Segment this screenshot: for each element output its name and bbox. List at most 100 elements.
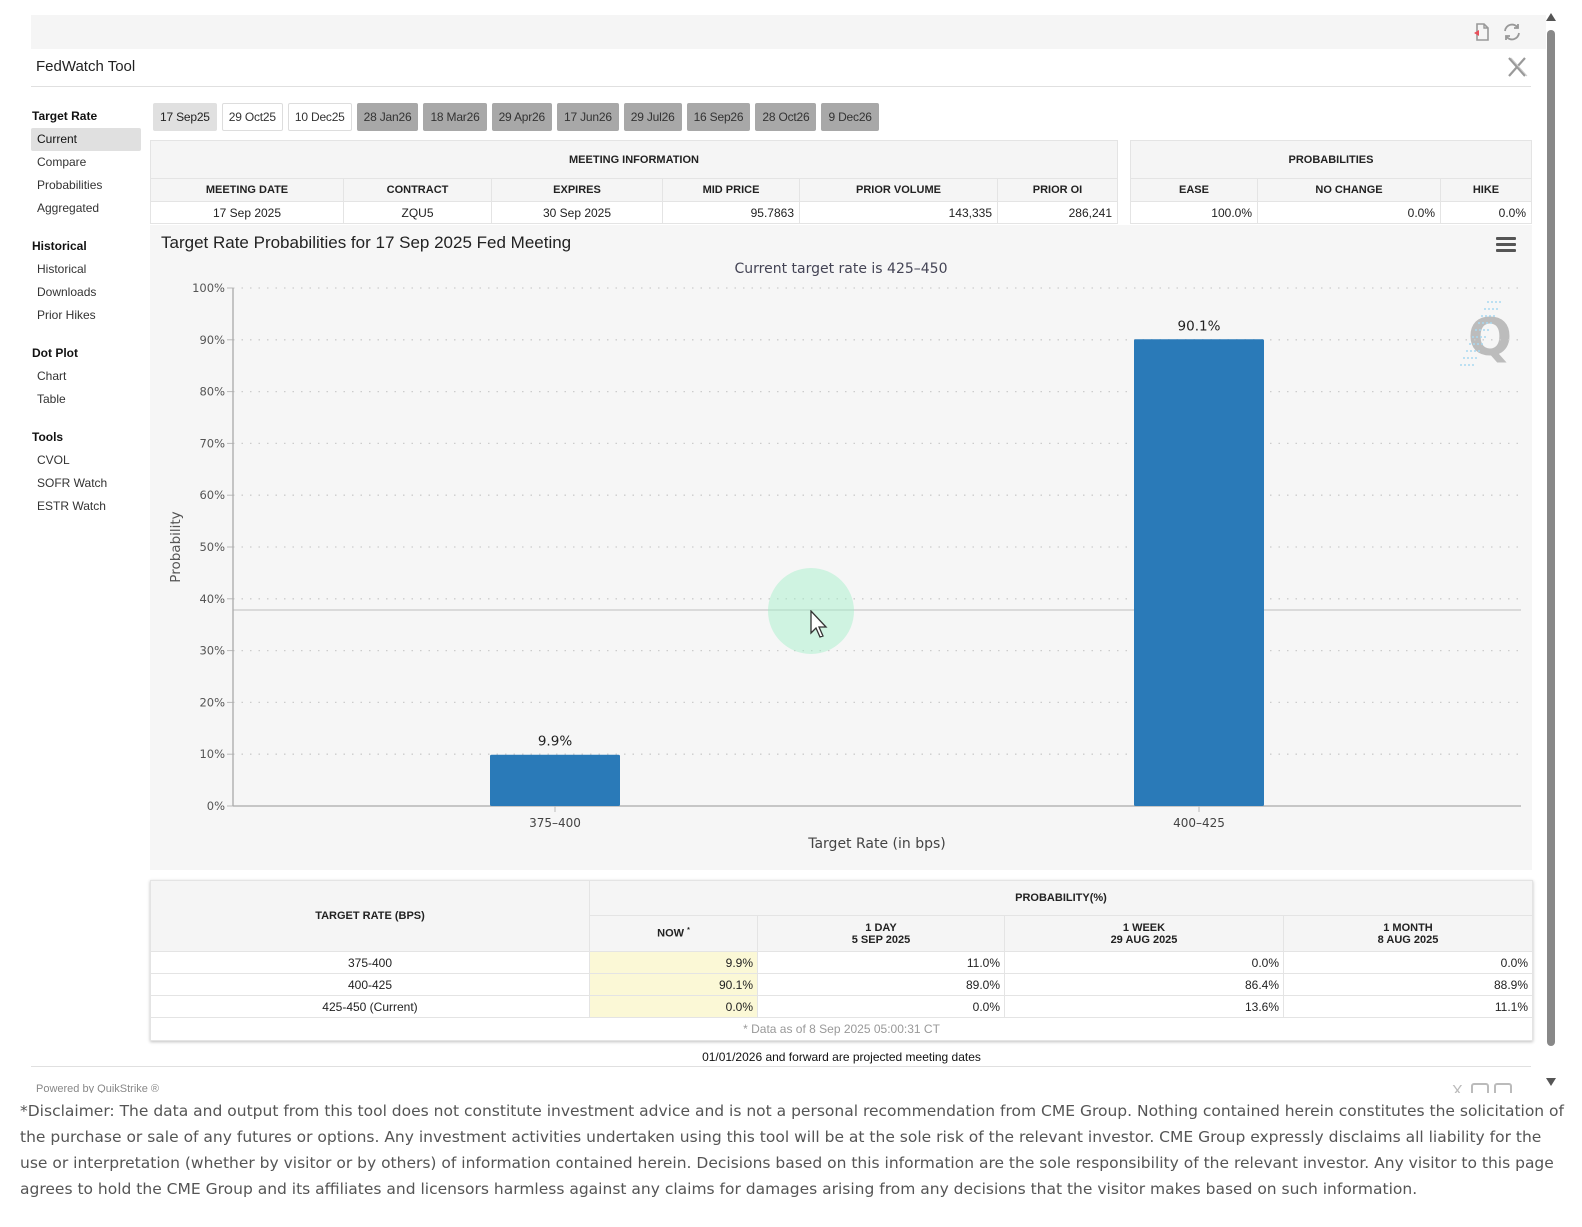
col-header: 1 WEEK 29 AUG 2025 xyxy=(1004,915,1284,952)
sidebar-item-historical[interactable]: Historical xyxy=(37,262,87,276)
meeting-tab-29-apr26[interactable]: 29 Apr26 xyxy=(491,103,553,131)
table-row: 425-450 (Current) 0.0% 0.0% 13.6% 11.1% xyxy=(150,995,1533,1018)
col-header: 1 MONTH 8 AUG 2025 xyxy=(1283,915,1533,952)
y-tick-label: 10% xyxy=(199,747,225,761)
sidebar-heading: Historical xyxy=(32,239,87,253)
contract: ZQU5 xyxy=(343,201,492,224)
sidebar-item-current[interactable]: Current xyxy=(31,128,141,151)
y-tick-label: 40% xyxy=(199,592,225,606)
meeting-info-caption: MEETING INFORMATION xyxy=(150,140,1118,179)
probability-cell: 86.4% xyxy=(1004,973,1284,996)
app-title: FedWatch Tool xyxy=(36,58,136,75)
meeting-tab-28-jan26[interactable]: 28 Jan26 xyxy=(356,103,419,131)
sidebar-item-compare[interactable]: Compare xyxy=(37,155,87,169)
sidebar-item-downloads[interactable]: Downloads xyxy=(37,285,97,299)
y-tick-label: 0% xyxy=(207,799,225,813)
hike-value: 0.0% xyxy=(1440,201,1532,224)
probability-cell: 13.6% xyxy=(1004,995,1284,1018)
col-header: NOW * xyxy=(589,915,758,952)
meeting-tab-29-oct25[interactable]: 29 Oct25 xyxy=(221,103,283,131)
col-header: PRIOR OI xyxy=(997,178,1118,202)
vertical-scrollbar[interactable] xyxy=(1544,10,1558,1090)
sidebar-group: Target Rate Current Compare Probabilities Ag… xyxy=(31,104,141,220)
sidebar-item-sofr-watch[interactable]: SOFR Watch xyxy=(37,476,108,490)
sidebar-item-aggregated[interactable]: Aggregated xyxy=(37,201,100,215)
sidebar-group: Dot Plot Chart Table xyxy=(31,341,141,411)
table-row: 375-400 9.9% 11.0% 0.0% 0.0% xyxy=(150,951,1533,974)
y-tick-label: 30% xyxy=(199,644,225,658)
x-logo-icon[interactable] xyxy=(1506,56,1528,78)
sidebar-item-prior-hikes[interactable]: Prior Hikes xyxy=(37,308,96,322)
x-share-icon[interactable]: X xyxy=(1452,1083,1463,1093)
sidebar-item-cvol[interactable]: CVOL xyxy=(37,453,70,467)
prior-oi: 286,241 xyxy=(997,201,1118,224)
probability-cell: 0.0% xyxy=(757,995,1005,1018)
meeting-tab-17-sep25[interactable]: 17 Sep25 xyxy=(153,103,217,131)
col-header: PRIOR VOLUME xyxy=(799,178,998,202)
target-rate-header: TARGET RATE (BPS) xyxy=(150,880,590,952)
col-header-line1: 1 MONTH xyxy=(1383,921,1433,934)
ease-value: 100.0% xyxy=(1130,201,1258,224)
y-tick-label: 80% xyxy=(199,385,225,399)
now-probability-cell: 0.0% xyxy=(589,995,758,1018)
x-axis-label: Target Rate (in bps) xyxy=(807,836,946,852)
probability-cell: 89.0% xyxy=(757,973,1005,996)
meeting-tab-9-dec26[interactable]: 9 Dec26 xyxy=(821,103,879,131)
bar-400–425 xyxy=(1134,339,1264,806)
projected-dates-note: 01/01/2026 and forward are projected mee… xyxy=(702,1050,981,1064)
col-header-date: 29 AUG 2025 xyxy=(1110,933,1178,946)
meeting-date: 17 Sep 2025 xyxy=(150,201,344,224)
scroll-down-arrow-icon[interactable] xyxy=(1546,1078,1556,1086)
scrollbar-thumb[interactable] xyxy=(1547,30,1555,1046)
meeting-tab-16-sep26[interactable]: 16 Sep26 xyxy=(686,103,751,131)
y-tick-label: 50% xyxy=(199,540,225,554)
probability-history-table: TARGET RATE (BPS) PROBABILITY(%) NOW * 1 … xyxy=(150,880,1533,1041)
sidebar-item-probabilities[interactable]: Probabilities xyxy=(37,178,103,192)
powered-by-label: Powered by QuikStrike ® xyxy=(36,1083,160,1093)
meeting-tab-18-mar26[interactable]: 18 Mar26 xyxy=(423,103,487,131)
col-header: EASE xyxy=(1130,178,1258,202)
probability-group-header: PROBABILITY(%) xyxy=(589,880,1533,916)
bar-375–400 xyxy=(490,754,620,806)
data-label: 9.9% xyxy=(538,734,572,750)
data-label: 90.1% xyxy=(1178,318,1221,334)
y-tick-label: 100% xyxy=(192,281,225,295)
no-change-value: 0.0% xyxy=(1257,201,1441,224)
x-tick-label: 375–400 xyxy=(529,816,581,830)
chart-title: Target Rate Probabilities for 17 Sep 202… xyxy=(161,233,572,252)
linkedin-icon[interactable] xyxy=(1494,1083,1512,1093)
sidebar-heading: Target Rate xyxy=(32,109,98,123)
target-rate-cell: 400-425 xyxy=(150,973,590,996)
col-header: MID PRICE xyxy=(662,178,800,202)
sidebar-heading: Dot Plot xyxy=(32,346,78,360)
col-header: CONTRACT xyxy=(343,178,492,202)
col-header-line1: 1 DAY xyxy=(865,921,897,934)
prior-volume: 143,335 xyxy=(799,201,998,224)
pdf-export-icon[interactable] xyxy=(1471,21,1493,43)
widget-toolbar xyxy=(31,15,1546,49)
footnote-marker: * xyxy=(687,927,690,935)
sidebar-item-chart[interactable]: Chart xyxy=(37,369,67,383)
scroll-up-arrow-icon[interactable] xyxy=(1546,13,1556,21)
meeting-tab-10-dec25[interactable]: 10 Dec25 xyxy=(287,103,352,131)
sidebar-item-table[interactable]: Table xyxy=(37,392,66,406)
probabilities-table: PROBABILITIES EASE NO CHANGE HIKE 100.0%… xyxy=(1130,140,1532,224)
sidebar-group: Tools CVOL SOFR Watch ESTR Watch xyxy=(31,425,141,518)
meeting-tab-17-jun26[interactable]: 17 Jun26 xyxy=(557,103,619,131)
social-share-icons: X xyxy=(1452,1083,1512,1093)
refresh-icon[interactable] xyxy=(1501,21,1523,43)
y-tick-label: 60% xyxy=(199,488,225,502)
sidebar-item-estr-watch[interactable]: ESTR Watch xyxy=(37,499,106,513)
sidebar: Target Rate Current Compare Probabilities Ag… xyxy=(31,104,141,532)
youtube-icon[interactable] xyxy=(1471,1083,1489,1093)
divider xyxy=(31,86,1531,87)
table-row: 100.0% 0.0% 0.0% xyxy=(1130,201,1532,224)
col-header: EXPIRES xyxy=(491,178,663,202)
col-header-line1: 1 WEEK xyxy=(1122,921,1166,934)
meeting-tab-29-jul26[interactable]: 29 Jul26 xyxy=(623,103,682,131)
probabilities-caption: PROBABILITIES xyxy=(1130,140,1532,179)
expires: 30 Sep 2025 xyxy=(491,201,663,224)
chart-menu-icon[interactable] xyxy=(1496,237,1516,253)
meeting-tab-28-oct26[interactable]: 28 Oct26 xyxy=(755,103,817,131)
probability-cell: 11.1% xyxy=(1283,995,1533,1018)
